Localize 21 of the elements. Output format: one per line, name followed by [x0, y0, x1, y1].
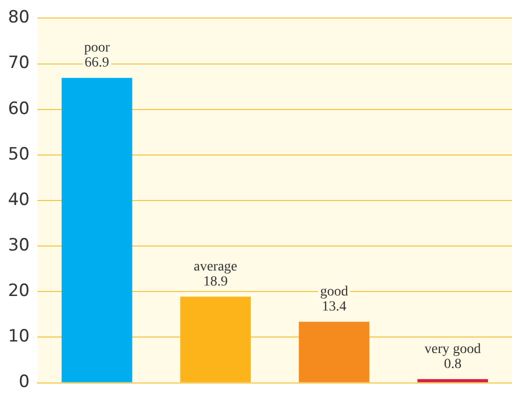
y-tick-label: 70 — [8, 53, 30, 74]
x-tick-label: very good — [424, 342, 481, 357]
bar — [62, 78, 132, 382]
x-tick-label: good — [320, 284, 348, 300]
bar — [298, 322, 370, 382]
y-tick-label: 0 — [18, 372, 30, 392]
data-label: 66.9 — [84, 56, 110, 71]
y-tick-label: 40 — [8, 190, 30, 210]
y-tick-label: 20 — [8, 281, 30, 302]
data-label: 0.8 — [444, 356, 462, 372]
y-tick-label: 80 — [8, 8, 30, 28]
bar — [417, 379, 488, 382]
data-label: 13.4 — [322, 299, 346, 314]
data-label: 18.9 — [203, 274, 228, 290]
bar — [180, 296, 251, 382]
y-tick-label: 60 — [8, 98, 30, 119]
x-tick-label: poor — [84, 40, 110, 56]
x-tick-label: average — [194, 259, 238, 274]
y-tick-label: 30 — [8, 235, 30, 256]
y-tick-label: 50 — [8, 144, 30, 164]
y-tick-label: 10 — [8, 326, 30, 347]
